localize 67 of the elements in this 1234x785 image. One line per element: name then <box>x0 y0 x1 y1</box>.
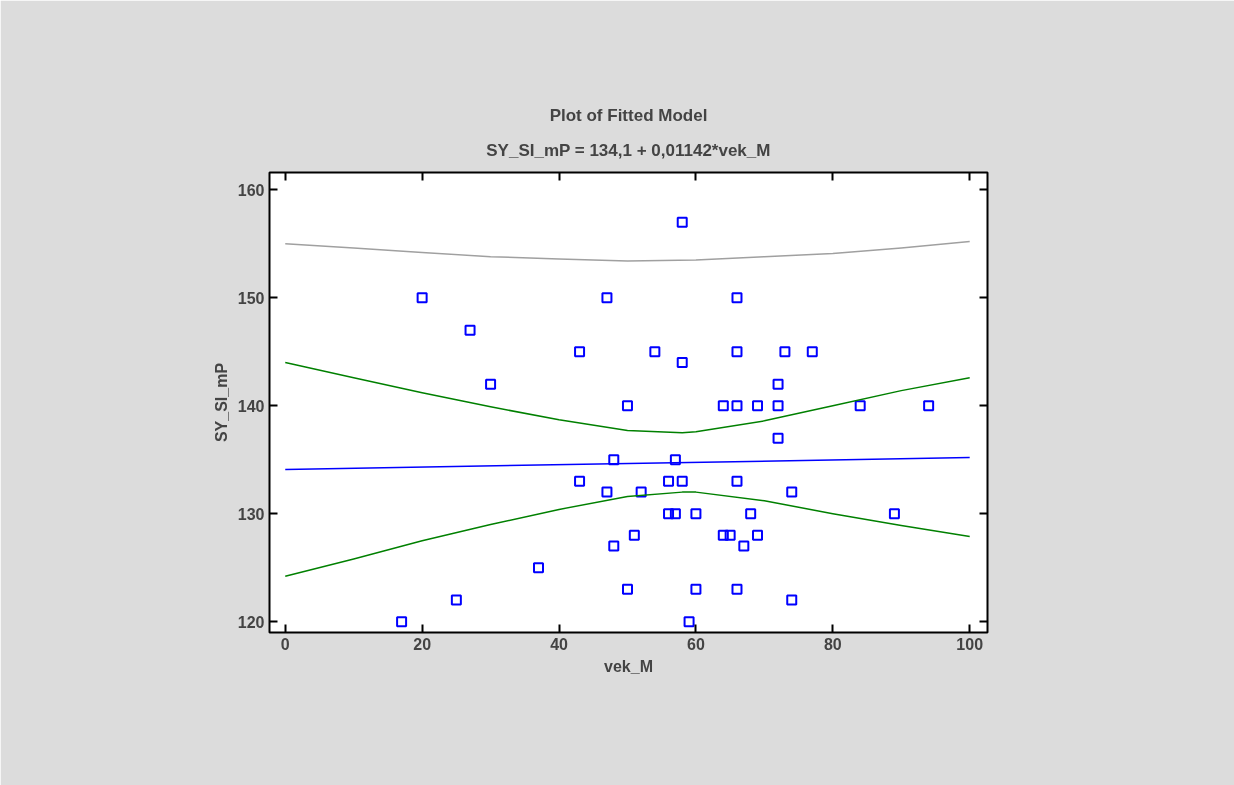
point <box>690 508 702 520</box>
point <box>745 508 757 520</box>
point <box>574 475 586 487</box>
point <box>854 400 866 412</box>
point <box>450 594 462 606</box>
point <box>601 292 613 304</box>
y-axis-title: SY_SI_mP <box>212 362 230 443</box>
point <box>669 508 681 520</box>
point <box>396 616 408 628</box>
point <box>663 508 675 520</box>
x-tick-label: 0 <box>280 635 290 653</box>
point <box>717 400 729 412</box>
x-tick-label: 80 <box>823 635 842 653</box>
point <box>731 583 743 595</box>
point <box>731 475 743 487</box>
point <box>663 475 675 487</box>
point <box>628 529 640 541</box>
point <box>779 346 791 358</box>
point <box>683 616 695 628</box>
y-tick-label: 150 <box>237 289 265 307</box>
point <box>464 324 476 336</box>
point <box>752 529 764 541</box>
point <box>888 508 900 520</box>
x-axis-title: vek_M <box>604 657 653 675</box>
y-tick-label: 120 <box>237 613 265 631</box>
point <box>731 292 743 304</box>
point <box>635 486 647 498</box>
x-tick-label: 40 <box>550 635 569 653</box>
point <box>621 400 633 412</box>
point <box>649 346 661 358</box>
point <box>786 486 798 498</box>
point <box>717 529 729 541</box>
point <box>806 346 818 358</box>
point <box>690 583 702 595</box>
y-tick-label: 130 <box>237 505 265 523</box>
point <box>574 346 586 358</box>
point <box>485 378 497 390</box>
x-tick-label: 60 <box>687 635 705 653</box>
x-tick-label: 100 <box>956 635 984 653</box>
point <box>731 400 743 412</box>
chart-title: Plot of Fitted Model <box>549 105 708 125</box>
y-tick-label: 160 <box>237 181 265 199</box>
point <box>731 346 743 358</box>
line-series <box>284 491 971 578</box>
point <box>772 432 784 444</box>
point <box>621 583 633 595</box>
point <box>786 594 798 606</box>
line-series <box>284 361 971 434</box>
point <box>608 454 620 466</box>
point <box>923 400 935 412</box>
point <box>676 475 688 487</box>
x-tick-label: 20 <box>413 635 432 653</box>
point <box>669 454 681 466</box>
point <box>724 529 736 541</box>
point <box>608 540 620 552</box>
line-series <box>284 240 971 262</box>
point <box>676 357 688 369</box>
point <box>532 562 544 574</box>
point <box>772 378 784 390</box>
point <box>772 400 784 412</box>
point <box>676 216 688 228</box>
chart-subtitle: SY_SI_mP = 134,1 + 0,01142*vek_M <box>486 141 771 160</box>
point <box>601 486 613 498</box>
point <box>416 292 428 304</box>
point <box>752 400 764 412</box>
y-tick-label: 140 <box>237 397 265 415</box>
point <box>738 540 750 552</box>
